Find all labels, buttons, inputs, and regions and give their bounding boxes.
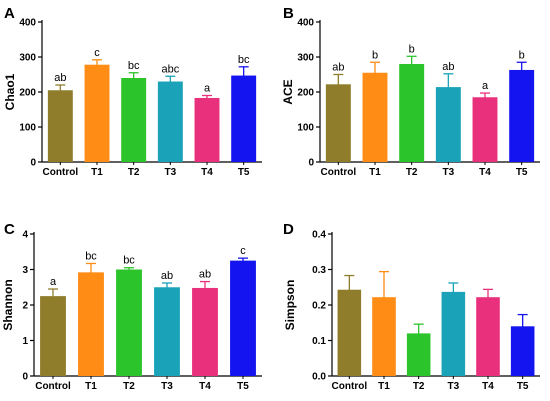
x-tick-label: T5 [516,167,528,178]
bar-t1 [362,72,388,162]
bar-t5 [231,75,257,162]
bar-t5 [509,69,535,162]
significance-label: bc [128,60,140,72]
y-tick-label: 2 [22,301,28,312]
x-tick-label: T4 [201,167,213,178]
y-tick-label: 0.1 [312,336,326,347]
significance-label: a [50,276,57,288]
bar-t1 [372,297,396,376]
significance-label: b [372,49,378,61]
bar-t4 [192,287,218,376]
bar-t3 [157,81,183,162]
bar-t1 [84,64,110,162]
bar-t4 [472,97,498,162]
significance-label: c [240,245,246,257]
x-tick-label: T3 [161,381,173,392]
bar-t2 [121,78,147,162]
x-tick-label: T3 [164,167,176,178]
y-tick-label: 100 [19,123,36,134]
bar-t2 [406,333,431,376]
y-tick-label: 0 [308,158,314,169]
bar-t5 [510,326,535,376]
y-tick-label: 200 [297,88,314,99]
y-tick-label: 400 [297,18,314,29]
x-tick-label: T3 [447,381,459,392]
x-tick-label: T2 [123,381,135,392]
bar-control [47,90,73,162]
x-tick-label: T2 [406,167,418,178]
significance-label: ab [54,72,66,84]
x-tick-label: T1 [378,381,390,392]
y-tick-label: 400 [19,18,36,29]
y-tick-label: 1 [22,336,28,347]
y-tick-label: 0.2 [312,301,326,312]
panel-letter: C [4,221,15,238]
y-tick-label: 0.3 [312,265,326,276]
x-tick-label: Control [43,167,79,178]
y-axis-title: ACE [281,79,295,104]
x-tick-label: Control [321,167,357,178]
x-tick-label: Control [332,381,368,392]
panel-letter: A [4,5,15,22]
y-tick-label: 0 [30,158,36,169]
x-tick-label: T1 [85,381,97,392]
significance-label: a [482,80,489,92]
significance-label: b [409,43,415,55]
bar-t4 [194,97,220,162]
significance-label: ab [442,61,454,73]
significance-label: ab [199,269,211,281]
significance-label: bc [238,54,250,66]
x-tick-label: T5 [238,167,250,178]
y-tick-label: 0 [22,372,28,383]
bar-t2 [116,269,142,376]
significance-label: ab [332,62,344,74]
x-tick-label: T4 [482,381,494,392]
significance-label: bc [123,255,135,267]
y-axis-title: Simpson [283,280,297,331]
significance-label: abc [161,63,179,75]
x-tick-label: T4 [199,381,211,392]
y-tick-label: 3 [22,265,28,276]
significance-label: b [519,49,525,61]
bar-t3 [154,287,180,376]
bar-t5 [230,260,256,376]
significance-label: a [204,83,211,95]
significance-label: bc [85,250,97,262]
y-tick-label: 0.0 [312,372,326,383]
x-tick-label: T2 [413,381,425,392]
chart-panel-d: D 0.0 0.1 0.2 0.3 0.4 Simpson Control T1 T2 T3 T4 T5 [283,221,540,392]
panel-letter: B [283,5,294,22]
x-tick-label: T3 [442,167,454,178]
chart-panel-b: B 0 100 200 300 400 ACE ab Control b T1 b T2 ab T3 a T4 b… [281,5,540,178]
x-tick-label: T1 [369,167,381,178]
significance-label: c [94,47,100,59]
bar-control [40,296,66,376]
x-tick-label: T5 [237,381,249,392]
bar-t3 [435,87,461,162]
y-tick-label: 300 [297,53,314,64]
y-tick-label: 100 [297,123,314,134]
x-tick-label: T5 [517,381,529,392]
y-axis-title: Chao1 [3,73,17,110]
bar-t3 [441,291,466,376]
x-tick-label: T2 [128,167,140,178]
bar-t2 [399,64,425,162]
y-tick-label: 0.4 [312,230,326,241]
panel-letter: D [283,221,294,238]
bar-t4 [476,297,500,376]
bar-control [337,289,362,376]
y-tick-label: 300 [19,53,36,64]
bar-control [325,84,351,162]
x-tick-label: T1 [91,167,103,178]
bar-t1 [78,272,104,376]
y-tick-label: 4 [22,230,28,241]
significance-label: ab [161,270,173,282]
x-tick-label: Control [35,381,71,392]
y-axis-title: Shannon [1,279,15,330]
chart-panel-c: C 0 1 2 3 4 Shannon a Control bc T1 bc T2 ab T3 ab T4 c T5 [1,221,262,392]
y-tick-label: 200 [19,88,36,99]
x-tick-label: T4 [479,167,491,178]
